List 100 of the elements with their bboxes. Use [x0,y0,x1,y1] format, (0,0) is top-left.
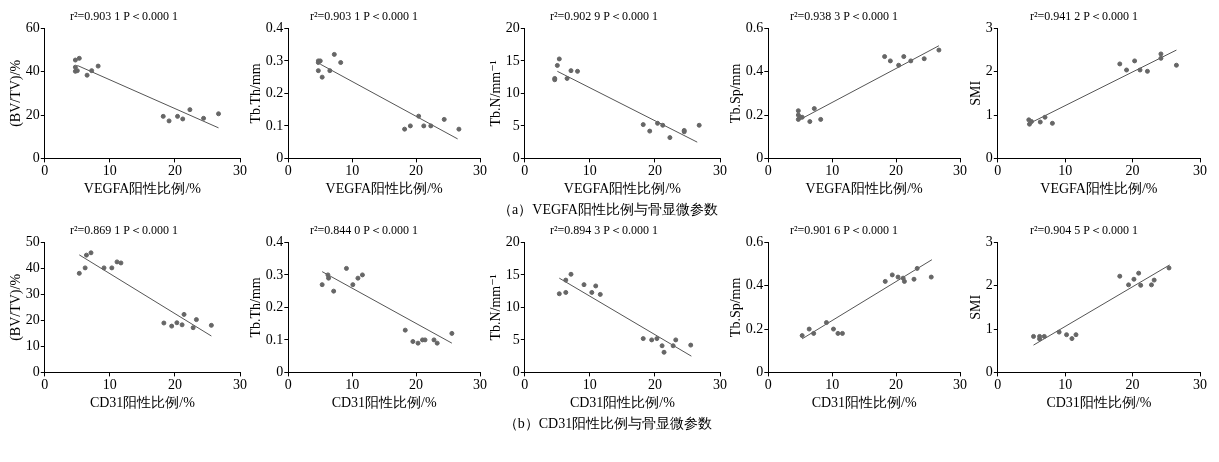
x-tick-label: 20 [647,377,662,393]
y-tick-label: 0.3 [265,266,284,282]
x-tick-label: 20 [167,377,182,393]
x-axis-title: CD31阳性比例/% [811,395,917,411]
y-axis-title: SMI [968,294,984,320]
x-tick-label: 30 [1193,163,1207,179]
x-axis-title: CD31阳性比例/% [331,395,437,411]
y-axis-title: (BV/TV)/% [8,273,25,341]
x-tick-label: 30 [953,163,967,179]
y-tick-label: 3 [985,20,993,36]
x-tick-label: 10 [1058,163,1073,179]
x-tick-label: 10 [825,377,840,393]
x-axis-title: CD31阳性比例/% [1046,395,1152,411]
y-tick-label: 0 [512,150,520,166]
y-tick-label: 20 [505,234,520,250]
y-tick-label: 40 [25,260,40,276]
y-tick-label: 0.3 [265,52,284,68]
chart-title: r²=0.844 0 P＜0.000 1 [309,223,419,238]
x-tick-label: 10 [345,377,360,393]
x-tick-label: 30 [473,377,487,393]
y-tick-label: 0.4 [265,20,284,36]
x-tick-label: 30 [713,377,727,393]
y-tick-label: 0.4 [265,234,284,250]
x-tick-label: 10 [345,163,360,179]
y-tick-label: 10 [505,85,520,101]
x-tick-label: 20 [1125,377,1140,393]
x-tick-label: 30 [953,377,967,393]
y-tick-label: 1 [985,320,993,336]
y-tick-label: 5 [512,117,520,133]
x-axis-title: VEGFA阳性比例/% [805,181,924,197]
y-tick-label: 1 [985,106,993,122]
chart-title: r²=0.904 5 P＜0.000 1 [1029,223,1139,238]
y-tick-label: 0 [276,150,284,166]
y-tick-label: 40 [25,63,40,79]
y-tick-label: 0.1 [265,117,284,133]
y-tick-label: 0 [985,364,993,380]
y-tick-label: 0.6 [745,20,764,36]
y-axis-title: Tb.Th/mm [248,277,264,338]
chart-title: r²=0.903 1 P＜0.000 1 [69,9,179,24]
y-axis-title: SMI [968,80,984,106]
y-tick-label: 15 [505,52,520,68]
chart-title: r²=0.903 1 P＜0.000 1 [309,9,419,24]
y-tick-label: 0.2 [745,320,764,336]
x-tick-label: 10 [1058,377,1073,393]
y-tick-label: 0 [756,150,764,166]
y-tick-label: 0 [32,150,40,166]
x-axis-title: CD31阳性比例/% [569,395,676,411]
x-axis-title: VEGFA阳性比例/% [1040,181,1158,197]
y-tick-label: 20 [25,312,40,328]
chart-title: r²=0.901 6 P＜0.000 1 [789,223,899,238]
x-tick-label: 10 [102,163,117,179]
y-axis-title: Tb.N/mm⁻¹ [488,274,504,341]
x-tick-label: 20 [409,377,424,393]
y-axis-title: Tb.Th/mm [248,63,264,124]
y-tick-label: 3 [985,234,993,250]
y-tick-label: 0 [276,364,284,380]
y-axis-title: (BV/TV)/% [8,59,25,127]
x-tick-label: 30 [233,377,247,393]
x-tick-label: 20 [409,163,424,179]
chart-title: r²=0.894 3 P＜0.000 1 [549,223,659,238]
y-axis-title: Tb.Sp/mm [728,277,744,338]
x-tick-label: 30 [473,163,487,179]
chart-title: r²=0.902 9 P＜0.000 1 [549,9,659,24]
y-tick-label: 0 [512,364,520,380]
y-tick-label: 0.1 [265,331,284,347]
y-tick-label: 0 [985,150,993,166]
y-tick-label: 0.2 [265,85,284,101]
y-axis-title: Tb.N/mm⁻¹ [488,60,504,127]
y-tick-label: 30 [25,286,40,302]
x-axis-title: VEGFA阳性比例/% [325,181,444,197]
text: （a）VEGFA阳性比例与骨显微参数 [498,202,718,217]
x-tick-label: 30 [1193,377,1207,393]
x-tick-label: 20 [647,163,662,179]
x-tick-label: 30 [233,163,247,179]
x-tick-label: 10 [102,377,117,393]
x-tick-label: 20 [167,163,182,179]
y-tick-label: 5 [512,331,520,347]
y-tick-label: 10 [25,338,40,354]
y-tick-label: 0 [32,364,40,380]
x-tick-label: 10 [582,163,597,179]
y-tick-label: 0.4 [745,277,764,293]
x-tick-label: 30 [713,163,727,179]
y-tick-label: 0.2 [265,299,284,315]
x-tick-label: 20 [889,163,904,179]
x-tick-label: 20 [889,377,904,393]
y-tick-label: 0.2 [745,106,764,122]
y-tick-label: 20 [505,20,520,36]
y-tick-label: 60 [25,20,40,36]
y-tick-label: 0 [756,364,764,380]
y-tick-label: 2 [985,63,993,79]
x-axis-title: CD31阳性比例/% [89,395,196,411]
y-tick-label: 15 [505,266,520,282]
y-axis-title: Tb.Sp/mm [728,63,744,124]
chart-title: r²=0.938 3 P＜0.000 1 [789,9,899,24]
chart-title: r²=0.941 2 P＜0.000 1 [1029,9,1139,24]
chart-title: r²=0.869 1 P＜0.000 1 [69,223,179,238]
y-tick-label: 10 [505,299,520,315]
x-tick-label: 10 [582,377,597,393]
x-tick-label: 10 [825,163,840,179]
y-tick-label: 2 [985,277,993,293]
